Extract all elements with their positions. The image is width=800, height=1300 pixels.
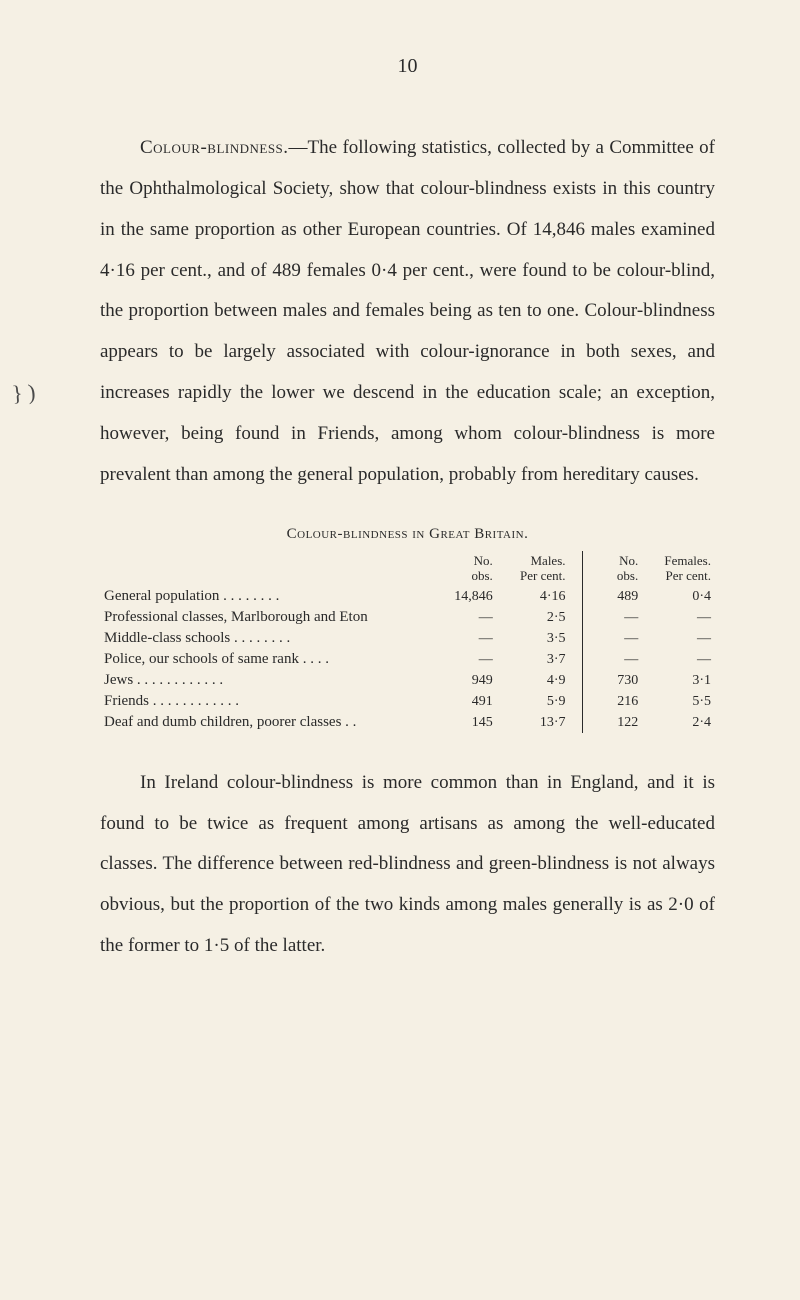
table-row: Professional classes, Marlborough and Et…	[100, 607, 715, 628]
table-header-females: Females.Per cent.	[642, 551, 715, 586]
table-divider	[570, 670, 583, 691]
table-cell-no2: 216	[583, 691, 643, 712]
table-cell-label: Professional classes, Marlborough and Et…	[100, 607, 424, 628]
table-divider	[570, 628, 583, 649]
table-header-no-obs-2: No.obs.	[583, 551, 643, 586]
statistics-table: No.obs. Males.Per cent. No.obs. Females.…	[100, 551, 715, 733]
table-cell-pct1: 4·9	[497, 670, 570, 691]
table-cell-pct1: 5·9	[497, 691, 570, 712]
table-title: Colour-blindness in Great Britain.	[100, 526, 715, 543]
table-row: Deaf and dumb children, poorer classes .…	[100, 712, 715, 733]
table-cell-label: General population . . . . . . . .	[100, 586, 424, 607]
table-cell-label: Deaf and dumb children, poorer classes .…	[100, 712, 424, 733]
table-cell-pct2: —	[642, 607, 715, 628]
table-divider	[570, 607, 583, 628]
table-cell-no2: —	[583, 607, 643, 628]
paragraph-2: In Ireland colour-blindness is more comm…	[100, 763, 715, 967]
table-cell-pct2: 2·4	[642, 712, 715, 733]
paragraph-2-text: In Ireland colour-blindness is more comm…	[100, 772, 715, 956]
table-cell-label: Middle-class schools . . . . . . . .	[100, 628, 424, 649]
table-divider	[570, 586, 583, 607]
table-cell-pct2: 0·4	[642, 586, 715, 607]
table-cell-no1: —	[424, 649, 497, 670]
table-cell-no1: 949	[424, 670, 497, 691]
table-cell-label: Friends . . . . . . . . . . . .	[100, 691, 424, 712]
table-cell-pct2: —	[642, 649, 715, 670]
table-cell-no1: 145	[424, 712, 497, 733]
table-cell-label: Police, our schools of same rank . . . .	[100, 649, 424, 670]
table-cell-pct2: 5·5	[642, 691, 715, 712]
margin-annotation: } )	[11, 379, 37, 407]
table-cell-no2: 122	[583, 712, 643, 733]
table-header-males: Males.Per cent.	[497, 551, 570, 586]
page-number: 10	[100, 55, 715, 78]
table-divider	[570, 691, 583, 712]
table-cell-pct2: —	[642, 628, 715, 649]
table-row: Jews . . . . . . . . . . . . 949 4·9 730…	[100, 670, 715, 691]
table-cell-pct2: 3·1	[642, 670, 715, 691]
lead-term: Colour-blindness.	[140, 137, 289, 158]
table-cell-pct1: 3·5	[497, 628, 570, 649]
table-cell-pct1: 3·7	[497, 649, 570, 670]
paragraph-1: Colour-blindness.—The following statisti…	[100, 128, 715, 496]
table-cell-no2: 489	[583, 586, 643, 607]
table-cell-no1: —	[424, 628, 497, 649]
table-cell-pct1: 13·7	[497, 712, 570, 733]
table-header-row: No.obs. Males.Per cent. No.obs. Females.…	[100, 551, 715, 586]
table-cell-label: Jews . . . . . . . . . . . .	[100, 670, 424, 691]
table-cell-no1: —	[424, 607, 497, 628]
table-cell-no2: —	[583, 628, 643, 649]
table-header-blank	[100, 551, 424, 586]
table-cell-pct1: 2·5	[497, 607, 570, 628]
paragraph-1-text: —The following statistics, collected by …	[100, 137, 715, 485]
table-row: General population . . . . . . . . 14,84…	[100, 586, 715, 607]
table-cell-pct1: 4·16	[497, 586, 570, 607]
table-divider	[570, 551, 583, 586]
table-cell-no2: —	[583, 649, 643, 670]
table-row: Middle-class schools . . . . . . . . — 3…	[100, 628, 715, 649]
table-row: Police, our schools of same rank . . . .…	[100, 649, 715, 670]
table-cell-no2: 730	[583, 670, 643, 691]
table-divider	[570, 649, 583, 670]
table-cell-no1: 14,846	[424, 586, 497, 607]
table-divider	[570, 712, 583, 733]
table-row: Friends . . . . . . . . . . . . 491 5·9 …	[100, 691, 715, 712]
table-header-no-obs: No.obs.	[424, 551, 497, 586]
table-cell-no1: 491	[424, 691, 497, 712]
